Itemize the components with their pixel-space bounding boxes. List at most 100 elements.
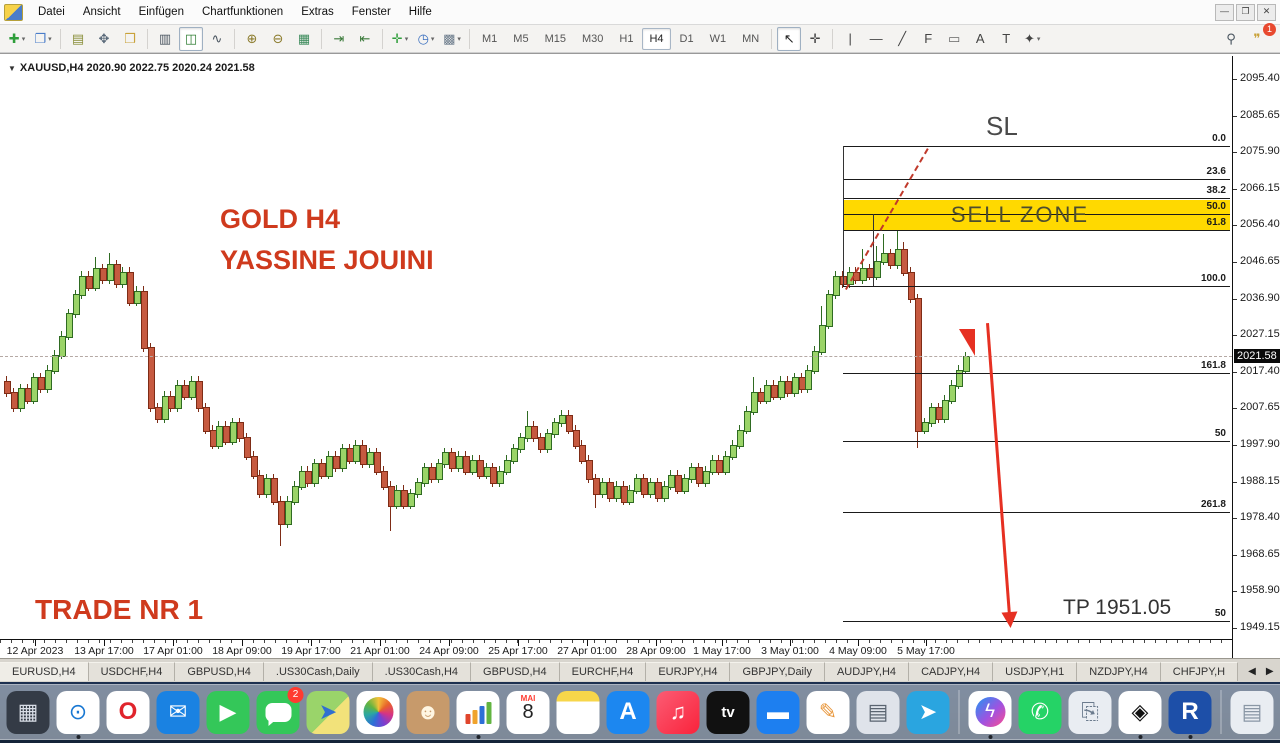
whatsapp-icon[interactable]: ✆ (1018, 690, 1062, 734)
timeframe-m15[interactable]: M15 (544, 32, 566, 45)
chart-plot-area[interactable]: ▼ XAUUSD,H4 2020.90 2022.75 2020.24 2021.… (0, 56, 1232, 639)
bar-chart-mode-icon[interactable]: ▥ (158, 30, 172, 46)
sell-projection-arrow (986, 323, 1012, 619)
menu-item-chartfunktionen[interactable]: Chartfunktionen (201, 6, 284, 18)
cursor-icon[interactable]: ↖ (777, 26, 802, 51)
restore-button[interactable]: ❐ (1236, 3, 1255, 21)
notes-icon[interactable] (556, 690, 600, 734)
auto-scroll-icon[interactable]: ⇥ (333, 30, 345, 46)
menu-item-datei[interactable]: Datei (38, 6, 65, 18)
chart-tab-eurjpy-h4[interactable]: EURJPY,H4 (646, 662, 731, 681)
tab-scroll-right-icon[interactable]: ▶ (1265, 665, 1274, 677)
time-axis-tick (380, 640, 381, 646)
menu-item-ansicht[interactable]: Ansicht (82, 6, 121, 18)
diamond-app-icon[interactable]: ◈ (1118, 690, 1162, 739)
messages-icon[interactable]: 2 (256, 686, 304, 734)
fib-label-61.8: 61.8 (1206, 216, 1226, 228)
messenger-icon[interactable]: ϟ (968, 690, 1012, 739)
photos-icon[interactable] (356, 690, 400, 734)
calendar-icon[interactable]: MAI 8 (506, 690, 550, 734)
indicators-icon[interactable]: ✛ ▾ (391, 30, 409, 46)
timeframe-d1[interactable]: D1 (679, 32, 694, 45)
timeframe-m5[interactable]: M5 (513, 32, 529, 45)
timeframe-h1[interactable]: H1 (619, 32, 634, 45)
tab-scroll-left-icon[interactable]: ◀ (1248, 665, 1256, 677)
arrow-objects-icon[interactable]: ✦ ▾ (1023, 30, 1041, 46)
time-axis[interactable]: 12 Apr 2023 13 Apr 17:00 17 Apr 01:00 18 Ap… (0, 639, 1232, 660)
chart-tab-eurusd-h4[interactable]: EURUSD,H4 (0, 662, 89, 681)
chart-tab-eurchf-h4[interactable]: EURCHF,H4 (559, 662, 647, 681)
utility-app-icon[interactable]: ⎘ (1068, 690, 1112, 734)
opera-icon[interactable]: O (106, 690, 150, 734)
terminal-icon[interactable]: ❒ (124, 30, 136, 46)
music-icon[interactable]: ♫ (656, 690, 700, 734)
trading-app-r-icon[interactable]: R (1168, 690, 1212, 739)
facetime-icon[interactable]: ▶ (206, 690, 250, 734)
new-chart-icon[interactable]: ✚ ▾ (8, 30, 26, 46)
price-axis[interactable]: 2021.58 2095.40 2085.65 2075.90 2066.15 2056… (1232, 56, 1280, 659)
periods-icon[interactable]: ◷ ▾ (417, 30, 435, 46)
navigator-icon[interactable]: ✥ (98, 30, 110, 46)
window-controls: — ❐ ✕ (1215, 3, 1280, 21)
search-icon[interactable]: ⚲ (1226, 30, 1236, 46)
crosshair-icon[interactable]: ✛ (809, 30, 821, 46)
chart-tab-nzdjpy-h4[interactable]: NZDJPY,H4 (1077, 662, 1161, 681)
chart-tab--us30cash-daily[interactable]: .US30Cash,Daily (263, 662, 373, 681)
fib-line-261.8 (843, 512, 1230, 514)
timeframe-w1[interactable]: W1 (709, 32, 727, 45)
zoom-in-icon[interactable]: ⊕ (246, 30, 258, 46)
chart-tab-usdjpy-h1[interactable]: USDJPY,H1 (993, 662, 1078, 681)
text-label-icon[interactable]: T (1002, 31, 1011, 46)
candlestick-mode-icon[interactable]: ◫ (179, 26, 203, 51)
app-store-icon[interactable]: A (606, 690, 650, 734)
apple-tv-icon[interactable]: tv (706, 690, 750, 734)
photo-booth-icon[interactable]: ▤ (856, 690, 900, 734)
tab-scroll-arrows: ◀ ▶ (1238, 666, 1280, 677)
mail-icon[interactable]: ✉ (156, 690, 200, 734)
minimize-button[interactable]: — (1215, 3, 1234, 21)
chat-notifications-button[interactable]: ❞ 1 (1244, 22, 1276, 51)
trendline-icon[interactable]: ╱ (898, 30, 907, 46)
telegram-icon[interactable]: ➤ (906, 690, 950, 734)
templates-icon[interactable]: ▩ ▾ (443, 30, 461, 46)
menu-item-extras[interactable]: Extras (301, 6, 334, 18)
chart-tab--us30cash-h4[interactable]: .US30Cash,H4 (372, 662, 472, 681)
safari-icon[interactable]: ⊙ (56, 690, 100, 739)
pages-icon[interactable]: ✎ (806, 690, 850, 734)
line-chart-mode-icon[interactable]: ∿ (211, 30, 223, 46)
chart-tab-chfjpy-h[interactable]: CHFJPY,H (1160, 662, 1239, 681)
vertical-line-icon[interactable]: | (848, 31, 852, 46)
timeframe-m1[interactable]: M1 (482, 32, 498, 45)
profiles-icon[interactable]: ❐ ▾ (34, 30, 52, 46)
launchpad-icon[interactable]: ▦ (6, 690, 50, 734)
numbers-chart-icon[interactable] (456, 690, 500, 739)
menu-item-fenster[interactable]: Fenster (351, 6, 391, 18)
timeframe-m30[interactable]: M30 (581, 32, 604, 45)
label-object-icon[interactable]: ▭ (948, 30, 961, 46)
downloads-icon[interactable]: ▤ (1230, 690, 1274, 734)
text-icon[interactable]: A (975, 31, 985, 46)
time-axis-label: 19 Apr 17:00 (281, 645, 341, 657)
chart-shift-icon[interactable]: ⇤ (359, 30, 371, 46)
timeframe-h4[interactable]: H4 (642, 27, 671, 50)
current-price-badge: 2021.58 (1234, 349, 1280, 364)
timeframe-mn[interactable]: MN (742, 32, 760, 45)
chart-tab-gbpusd-h4[interactable]: GBPUSD,H4 (175, 662, 264, 681)
fibonacci-icon[interactable]: F (924, 31, 933, 46)
tile-windows-icon[interactable]: ▦ (297, 30, 311, 46)
close-button[interactable]: ✕ (1257, 3, 1276, 21)
chart-tab-cadjpy-h4[interactable]: CADJPY,H4 (909, 662, 994, 681)
chart-tab-gbpjpy-daily[interactable]: GBPJPY,Daily (730, 662, 825, 681)
maps-icon[interactable]: ➤ (306, 690, 350, 734)
horizontal-line-icon[interactable]: — (869, 31, 883, 46)
chart-tab-usdchf-h4[interactable]: USDCHF,H4 (88, 662, 176, 681)
menu-item-einfügen[interactable]: Einfügen (138, 6, 184, 18)
keynote-icon[interactable]: ▬ (756, 690, 800, 734)
chart-tab-gbpusd-h4[interactable]: GBPUSD,H4 (471, 662, 560, 681)
market-watch-icon[interactable]: ▤ (71, 30, 85, 46)
fib-label-50: 50 (1214, 607, 1226, 619)
zoom-out-icon[interactable]: ⊖ (272, 30, 284, 46)
chart-tab-audjpy-h4[interactable]: AUDJPY,H4 (824, 662, 910, 681)
contacts-icon[interactable]: ☻ (406, 690, 450, 734)
menu-item-hilfe[interactable]: Hilfe (408, 6, 432, 18)
